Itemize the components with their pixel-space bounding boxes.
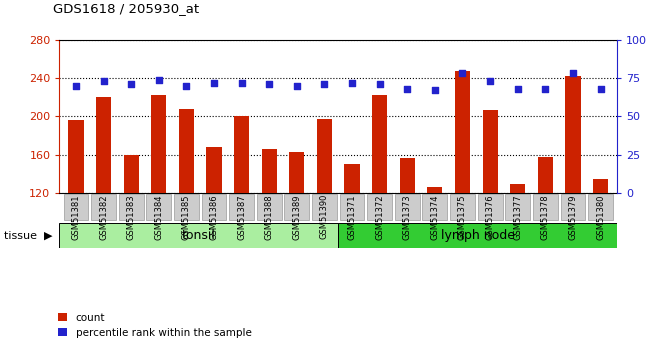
Point bbox=[71, 83, 81, 89]
FancyBboxPatch shape bbox=[174, 194, 199, 220]
Text: GSM51379: GSM51379 bbox=[568, 194, 578, 239]
Text: GSM51384: GSM51384 bbox=[154, 194, 163, 239]
Bar bbox=[207, 147, 222, 193]
FancyBboxPatch shape bbox=[338, 223, 617, 248]
Point bbox=[402, 86, 412, 91]
Legend: count, percentile rank within the sample: count, percentile rank within the sample bbox=[58, 313, 251, 338]
FancyBboxPatch shape bbox=[91, 194, 116, 220]
Text: GSM51375: GSM51375 bbox=[458, 194, 467, 239]
Point bbox=[264, 81, 275, 87]
Point bbox=[568, 71, 578, 76]
Bar bbox=[372, 95, 387, 193]
Bar bbox=[345, 165, 360, 193]
Bar bbox=[482, 110, 498, 193]
FancyBboxPatch shape bbox=[312, 194, 337, 220]
Bar bbox=[96, 97, 111, 193]
Bar bbox=[455, 71, 470, 193]
Point bbox=[540, 86, 550, 91]
FancyBboxPatch shape bbox=[533, 194, 558, 220]
Bar bbox=[566, 76, 581, 193]
FancyBboxPatch shape bbox=[588, 194, 613, 220]
Point bbox=[292, 83, 302, 89]
Point bbox=[126, 81, 137, 87]
Point bbox=[374, 81, 385, 87]
FancyBboxPatch shape bbox=[147, 194, 171, 220]
Point bbox=[181, 83, 191, 89]
Bar bbox=[510, 184, 525, 193]
Text: GSM51373: GSM51373 bbox=[403, 194, 412, 240]
Text: GSM51387: GSM51387 bbox=[237, 194, 246, 240]
Bar bbox=[400, 158, 415, 193]
Bar bbox=[317, 119, 332, 193]
Point bbox=[236, 80, 247, 86]
Bar bbox=[289, 152, 304, 193]
Bar bbox=[538, 157, 553, 193]
Bar bbox=[593, 179, 608, 193]
Point bbox=[98, 78, 109, 84]
Text: GSM51390: GSM51390 bbox=[320, 194, 329, 239]
Text: GSM51381: GSM51381 bbox=[71, 194, 81, 239]
Bar bbox=[123, 155, 139, 193]
Text: GSM51372: GSM51372 bbox=[375, 194, 384, 239]
FancyBboxPatch shape bbox=[450, 194, 475, 220]
Bar bbox=[427, 187, 442, 193]
Bar bbox=[261, 149, 277, 193]
Point bbox=[512, 86, 523, 91]
Point bbox=[485, 78, 496, 84]
Text: GSM51388: GSM51388 bbox=[265, 194, 274, 240]
FancyBboxPatch shape bbox=[229, 194, 254, 220]
Text: GSM51385: GSM51385 bbox=[182, 194, 191, 239]
Text: GSM51378: GSM51378 bbox=[541, 194, 550, 240]
FancyBboxPatch shape bbox=[63, 194, 88, 220]
Text: lymph node: lymph node bbox=[441, 229, 515, 242]
Text: GSM51374: GSM51374 bbox=[430, 194, 440, 239]
FancyBboxPatch shape bbox=[257, 194, 282, 220]
Point bbox=[319, 81, 330, 87]
Bar bbox=[179, 109, 194, 193]
Text: GDS1618 / 205930_at: GDS1618 / 205930_at bbox=[53, 2, 199, 16]
Point bbox=[457, 71, 468, 76]
Text: GSM51377: GSM51377 bbox=[513, 194, 522, 240]
Bar bbox=[151, 95, 166, 193]
Point bbox=[154, 77, 164, 82]
FancyBboxPatch shape bbox=[478, 194, 502, 220]
FancyBboxPatch shape bbox=[59, 223, 338, 248]
Text: GSM51371: GSM51371 bbox=[348, 194, 356, 239]
FancyBboxPatch shape bbox=[119, 194, 144, 220]
FancyBboxPatch shape bbox=[506, 194, 530, 220]
Bar bbox=[69, 120, 84, 193]
Point bbox=[209, 80, 219, 86]
Text: GSM51380: GSM51380 bbox=[596, 194, 605, 239]
Text: GSM51376: GSM51376 bbox=[486, 194, 494, 240]
FancyBboxPatch shape bbox=[560, 194, 585, 220]
Text: GSM51383: GSM51383 bbox=[127, 194, 136, 240]
Text: GSM51382: GSM51382 bbox=[99, 194, 108, 239]
Text: GSM51389: GSM51389 bbox=[292, 194, 302, 239]
Text: GSM51386: GSM51386 bbox=[209, 194, 218, 240]
Point bbox=[430, 88, 440, 93]
FancyBboxPatch shape bbox=[284, 194, 310, 220]
FancyBboxPatch shape bbox=[367, 194, 392, 220]
FancyBboxPatch shape bbox=[395, 194, 420, 220]
Text: tissue  ▶: tissue ▶ bbox=[4, 230, 52, 240]
FancyBboxPatch shape bbox=[201, 194, 226, 220]
Text: tonsil: tonsil bbox=[182, 229, 216, 242]
Bar bbox=[234, 117, 249, 193]
FancyBboxPatch shape bbox=[340, 194, 364, 220]
Point bbox=[346, 80, 357, 86]
FancyBboxPatch shape bbox=[422, 194, 447, 220]
Point bbox=[595, 86, 606, 91]
